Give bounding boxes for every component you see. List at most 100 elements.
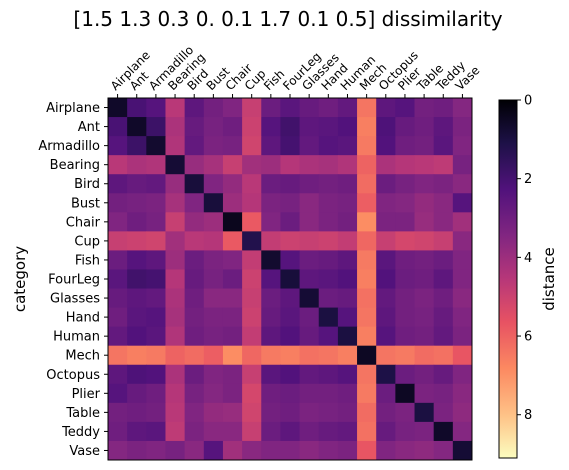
heatmap-cell-table-cup [242, 402, 262, 423]
heatmap-cell-cup-mech [357, 231, 377, 251]
heatmap-cell-airplane-fourleg [280, 98, 301, 118]
y-tick-label-human: Human [53, 330, 100, 345]
heatmap-cell-bust-ant [127, 193, 147, 213]
heatmap-cell-glasses-fish [261, 288, 281, 309]
heatmap-cell-bird-glasses [299, 174, 320, 194]
y-tick-label-teddy: Teddy [61, 425, 100, 440]
heatmap-cell-bearing-chair [222, 155, 243, 175]
heatmap-cell-bearing-cup [242, 155, 262, 175]
heatmap-cell-bust-plier [395, 193, 416, 213]
heatmap-cell-hand-bust [203, 307, 224, 328]
heatmap-cell-armadillo-glasses [299, 136, 320, 156]
heatmap-cell-hand-vase [452, 307, 473, 328]
heatmap-cell-plier-vase [452, 383, 473, 404]
heatmap-cell-ant-fish [261, 117, 281, 137]
heatmap-cell-plier-teddy [433, 383, 454, 404]
y-tick-label-octopus: Octopus [46, 368, 100, 383]
heatmap-cell-plier-fish [261, 383, 281, 404]
heatmap-cell-armadillo-armadillo [146, 136, 166, 156]
heatmap-cell-hand-armadillo [146, 307, 166, 328]
heatmap-cell-fish-armadillo [146, 250, 166, 270]
heatmap-cell-armadillo-teddy [433, 136, 454, 156]
heatmap-cell-plier-hand [318, 383, 339, 404]
heatmap-cell-vase-hand [318, 440, 339, 461]
heatmap-cell-vase-glasses [299, 440, 320, 461]
heatmap-cell-bust-fish [261, 193, 281, 213]
heatmap-cell-bust-airplane [108, 193, 128, 213]
heatmap-cell-airplane-mech [357, 98, 377, 118]
y-tick-label-bird: Bird [74, 177, 100, 192]
heatmap-cell-glasses-fourleg [280, 288, 301, 309]
heatmap-cell-airplane-armadillo [146, 98, 166, 118]
heatmap-cell-chair-cup [242, 212, 262, 232]
heatmap-cell-octopus-fish [261, 364, 281, 385]
heatmap-cell-bearing-human [337, 155, 358, 175]
heatmap-cell-cup-ant [127, 231, 147, 251]
heatmap-cell-human-armadillo [146, 326, 166, 347]
heatmap-cell-fourleg-plier [395, 269, 416, 290]
heatmap-cell-mech-airplane [108, 345, 128, 366]
heatmap-cell-mech-bearing [165, 345, 186, 366]
heatmap-cell-octopus-cup [242, 364, 262, 385]
heatmap-cell-fish-vase [452, 250, 473, 270]
heatmap-cell-ant-cup [242, 117, 262, 137]
heatmap-cell-cup-vase [452, 231, 473, 251]
heatmap-cell-fish-octopus [376, 250, 396, 270]
y-tick-label-bearing: Bearing [50, 158, 100, 173]
heatmap-cells [108, 98, 473, 461]
heatmap-cell-cup-armadillo [146, 231, 166, 251]
heatmap-cell-bird-armadillo [146, 174, 166, 194]
heatmap-cell-bearing-ant [127, 155, 147, 175]
heatmap-cell-octopus-bird [184, 364, 205, 385]
heatmap-cell-chair-airplane [108, 212, 128, 232]
heatmap-cell-chair-hand [318, 212, 339, 232]
heatmap-cell-bird-cup [242, 174, 262, 194]
heatmap-cell-vase-armadillo [146, 440, 166, 461]
heatmap-cell-chair-human [337, 212, 358, 232]
heatmap-cell-vase-plier [395, 440, 416, 461]
heatmap-cell-teddy-cup [242, 421, 262, 442]
heatmap-cell-bird-bearing [165, 174, 186, 194]
heatmap-cell-vase-table [414, 440, 435, 461]
heatmap-cell-armadillo-chair [222, 136, 243, 156]
heatmap-cell-airplane-hand [318, 98, 339, 118]
heatmap-cell-ant-airplane [108, 117, 128, 137]
heatmap-cell-bust-cup [242, 193, 262, 213]
heatmap-cell-table-hand [318, 402, 339, 423]
heatmap-cell-fish-bird [184, 250, 205, 270]
heatmap-cell-chair-table [414, 212, 435, 232]
y-tick-label-mech: Mech [65, 349, 100, 364]
heatmap-cell-bearing-mech [357, 155, 377, 175]
heatmap-cell-table-table [414, 402, 435, 423]
heatmap-cell-glasses-bearing [165, 288, 186, 309]
heatmap-cell-human-fourleg [280, 326, 301, 347]
heatmap-cell-fourleg-bearing [165, 269, 186, 290]
heatmap-cell-octopus-human [337, 364, 358, 385]
heatmap-cell-bust-table [414, 193, 435, 213]
heatmap-cell-bust-human [337, 193, 358, 213]
heatmap-cell-bust-bird [184, 193, 205, 213]
heatmap-cell-fish-cup [242, 250, 262, 270]
heatmap-cell-armadillo-plier [395, 136, 416, 156]
heatmap-cell-vase-human [337, 440, 358, 461]
heatmap-cell-table-plier [395, 402, 416, 423]
heatmap-cell-bearing-teddy [433, 155, 454, 175]
heatmap-cell-airplane-human [337, 98, 358, 118]
heatmap-cell-hand-mech [357, 307, 377, 328]
heatmap-cell-chair-glasses [299, 212, 320, 232]
heatmap-cell-ant-ant [127, 117, 147, 137]
heatmap-cell-plier-chair [222, 383, 243, 404]
heatmap-cell-armadillo-bearing [165, 136, 186, 156]
heatmap-cell-bird-mech [357, 174, 377, 194]
heatmap-cell-octopus-octopus [376, 364, 396, 385]
heatmap-cell-fish-chair [222, 250, 243, 270]
y-tick-label-armadillo: Armadillo [38, 139, 100, 154]
heatmap-cell-ant-octopus [376, 117, 396, 137]
heatmap-cell-octopus-fourleg [280, 364, 301, 385]
y-tick-label-fourleg: FourLeg [48, 273, 100, 288]
heatmap-cell-cup-airplane [108, 231, 128, 251]
y-tick-label-table: Table [65, 406, 100, 421]
heatmap-cell-teddy-hand [318, 421, 339, 442]
heatmap-cell-airplane-octopus [376, 98, 396, 118]
